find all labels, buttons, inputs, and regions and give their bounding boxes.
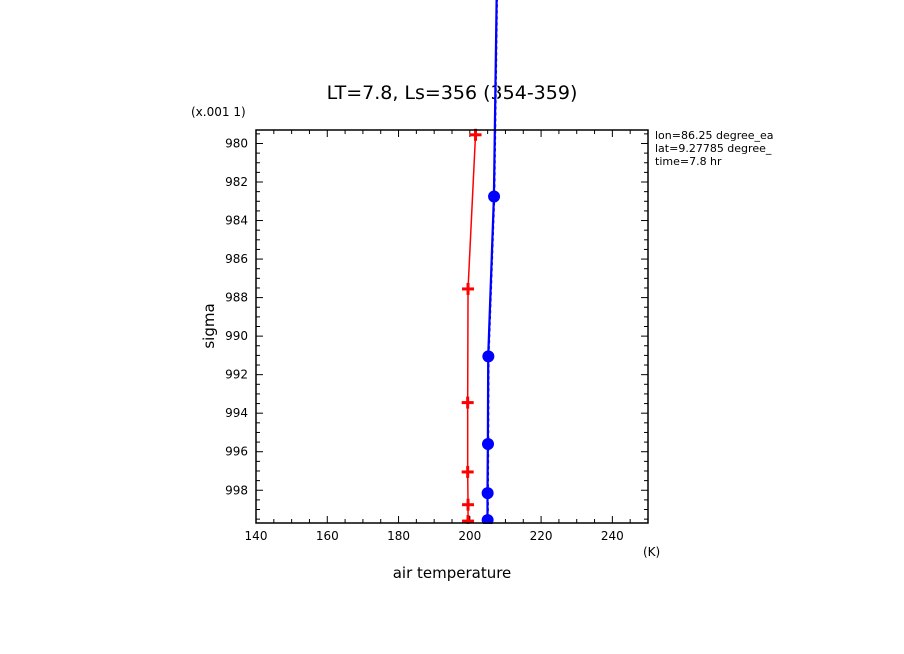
info-line-lon: lon=86.25 degree_ea (655, 129, 774, 142)
x-tick-label: 240 (601, 529, 624, 543)
x-tick-label: 140 (245, 529, 268, 543)
data-point-plus (461, 396, 474, 409)
series-dash-overlay (488, 0, 499, 521)
chart-title: LT=7.8, Ls=356 (354-359) (327, 82, 578, 104)
data-point-plus (461, 465, 474, 478)
x-unit-label: (K) (643, 545, 660, 559)
series-layer (461, 0, 501, 524)
data-point-plus (462, 498, 475, 511)
y-tick-label: 982 (225, 175, 248, 189)
data-point-plus (469, 128, 482, 141)
y-unit-label: (x.001 1) (191, 105, 246, 119)
y-tick-label: 980 (225, 136, 248, 150)
y-axis-label: sigma (200, 303, 218, 348)
y-tick-label: 988 (225, 291, 248, 305)
x-tick-label: 200 (458, 529, 481, 543)
data-point-circle (481, 514, 494, 524)
y-tick-label: 992 (225, 368, 248, 382)
y-tick-label: 986 (225, 252, 248, 266)
data-point-plus (462, 515, 475, 524)
series-line-0 (466, 134, 477, 522)
data-point-plus (462, 282, 475, 295)
y-tick-label: 990 (225, 329, 248, 343)
plot-frame (255, 129, 649, 524)
y-tick-label: 994 (225, 406, 248, 420)
y-tick-label: 998 (225, 483, 248, 497)
info-line-time: time=7.8 hr (655, 155, 722, 168)
data-point-circle (481, 487, 494, 500)
data-point-circle (481, 438, 494, 451)
data-point-circle (482, 350, 495, 363)
info-line-lat: lat=9.27785 degree_ (655, 142, 772, 155)
ticks-layer: 140 160 180 200 220 240 980 982 984 986 988 990 992 9… (225, 130, 649, 543)
x-tick-label: 160 (316, 529, 339, 543)
y-tick-label: 984 (225, 214, 248, 228)
x-axis-label: air temperature (393, 564, 512, 582)
x-tick-label: 220 (530, 529, 553, 543)
data-point-circle (488, 190, 501, 203)
x-tick-label: 180 (387, 529, 410, 543)
y-tick-label: 996 (225, 445, 248, 459)
